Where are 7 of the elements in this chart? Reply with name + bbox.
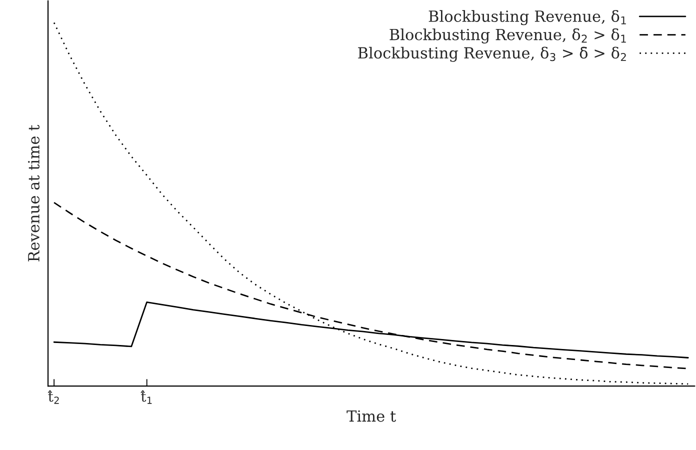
y-axis-title: Revenue at time t <box>28 124 40 262</box>
legend-label: Blockbusting Revenue, δ$_{2}$ > δ$_{1}$ <box>390 28 626 44</box>
x-tick-label: t̂$_{1}$ <box>140 390 152 404</box>
legend-label: Blockbusting Revenue, δ$_{1}$ <box>428 10 626 26</box>
x-axis-title: Time t <box>346 410 396 422</box>
x-tick-label: t̂$_{2}$ <box>48 390 59 404</box>
legend-label: Blockbusting Revenue, δ$_{3}$ > δ̄ > δ$_{2}$ <box>358 46 626 62</box>
